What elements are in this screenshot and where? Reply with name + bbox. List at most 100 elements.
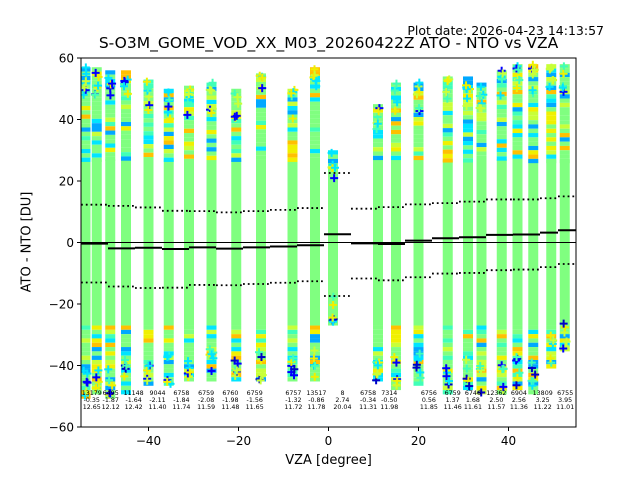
column-cell [442,338,453,343]
column-cell [373,325,383,330]
column-cell [121,377,131,382]
column-cell [81,364,91,369]
column-cell [231,140,242,145]
column-cell [373,338,383,343]
column-cell [256,368,266,373]
plus-marker [257,353,266,362]
column-cell [121,126,131,131]
annotation-count: 13179 [82,390,102,397]
column-cell [206,121,217,126]
column-cell [287,157,298,162]
column-cell [496,147,507,153]
column-cell [442,158,453,163]
column-cell [231,351,242,356]
column-cell [163,149,174,154]
column-cell [121,152,131,157]
column-cell [206,151,217,156]
plus-marker [144,361,153,370]
annotation-mean: 1.37 [446,397,460,404]
column-cell [413,125,424,130]
column-cell [528,342,539,348]
column-cell [528,81,539,86]
plus-marker [496,91,505,100]
plus-marker [108,381,117,390]
x-tick-label: −40 [136,434,161,448]
column-cell [81,105,91,111]
column-cell [105,364,116,369]
column-cell [184,107,194,112]
column-cell [184,120,194,125]
column-cell [105,117,116,122]
column-cell [81,351,91,356]
annotation-std: 11.22 [534,404,552,411]
plus-marker [120,82,129,91]
column-cell [413,138,424,143]
column-cell [105,130,116,135]
annotation-std: 11.40 [148,404,166,411]
column-cell [546,89,557,95]
column-cell [121,113,131,118]
plus-marker [81,83,89,92]
column-cell [496,156,507,161]
annotation-std: 20.04 [333,404,351,411]
column-cell [121,351,131,356]
column-cell [463,372,473,378]
x-tick-label: −20 [226,434,251,448]
column-cell [206,82,217,87]
column-cell [496,351,507,356]
plus-marker [528,86,537,95]
column-cell [206,342,217,348]
column-cell [476,325,487,330]
column-cell [256,90,266,95]
column-cell [559,107,570,112]
column-cell [287,110,298,115]
column-cell [476,112,487,118]
chart-title: S-O3M_GOME_VOD_XX_M03_20260422Z ATO - NT… [98,34,559,52]
plus-marker [232,366,241,375]
plus-marker [122,361,131,370]
column-cell [256,116,266,121]
column-cell [442,102,453,107]
column-cell [496,130,507,135]
annotation-std: 11.01 [556,404,574,411]
column-cell [512,107,523,112]
plus-marker [185,368,194,377]
plus-marker [392,79,401,88]
plus-marker [105,376,114,385]
plus-marker [372,125,381,134]
column-cell [391,121,401,126]
column-cell [391,129,401,135]
column-cell [143,139,154,145]
column-cell [496,381,507,386]
column-cell [256,150,266,156]
plus-marker [415,88,424,97]
annotation-count: 6495 [103,390,119,397]
plus-marker [94,366,103,375]
column-cell [496,104,507,110]
annotation-count: 13517 [306,390,326,397]
plus-marker [81,90,88,99]
column-cell [163,123,174,128]
column-cell [310,123,320,128]
column-cell [463,359,473,365]
column-cell [373,125,383,130]
column-cell [256,120,266,126]
column-cell [105,74,116,79]
column-cell [105,325,116,330]
column-cell [143,157,154,162]
column-cell [206,129,217,135]
column-cell [231,153,242,158]
column-cell [231,347,242,352]
column-cell [546,150,557,155]
y-tick-label: 40 [59,113,74,127]
column-cell [81,334,91,339]
annotation-count: 6756 [421,390,437,397]
column-cell [463,347,473,352]
column-cell [391,372,401,378]
plus-marker [392,358,401,367]
column-cell [512,325,523,330]
column-cell [105,334,116,339]
column-cell [81,347,91,352]
plus-marker [559,319,568,328]
column-cell [105,121,116,127]
